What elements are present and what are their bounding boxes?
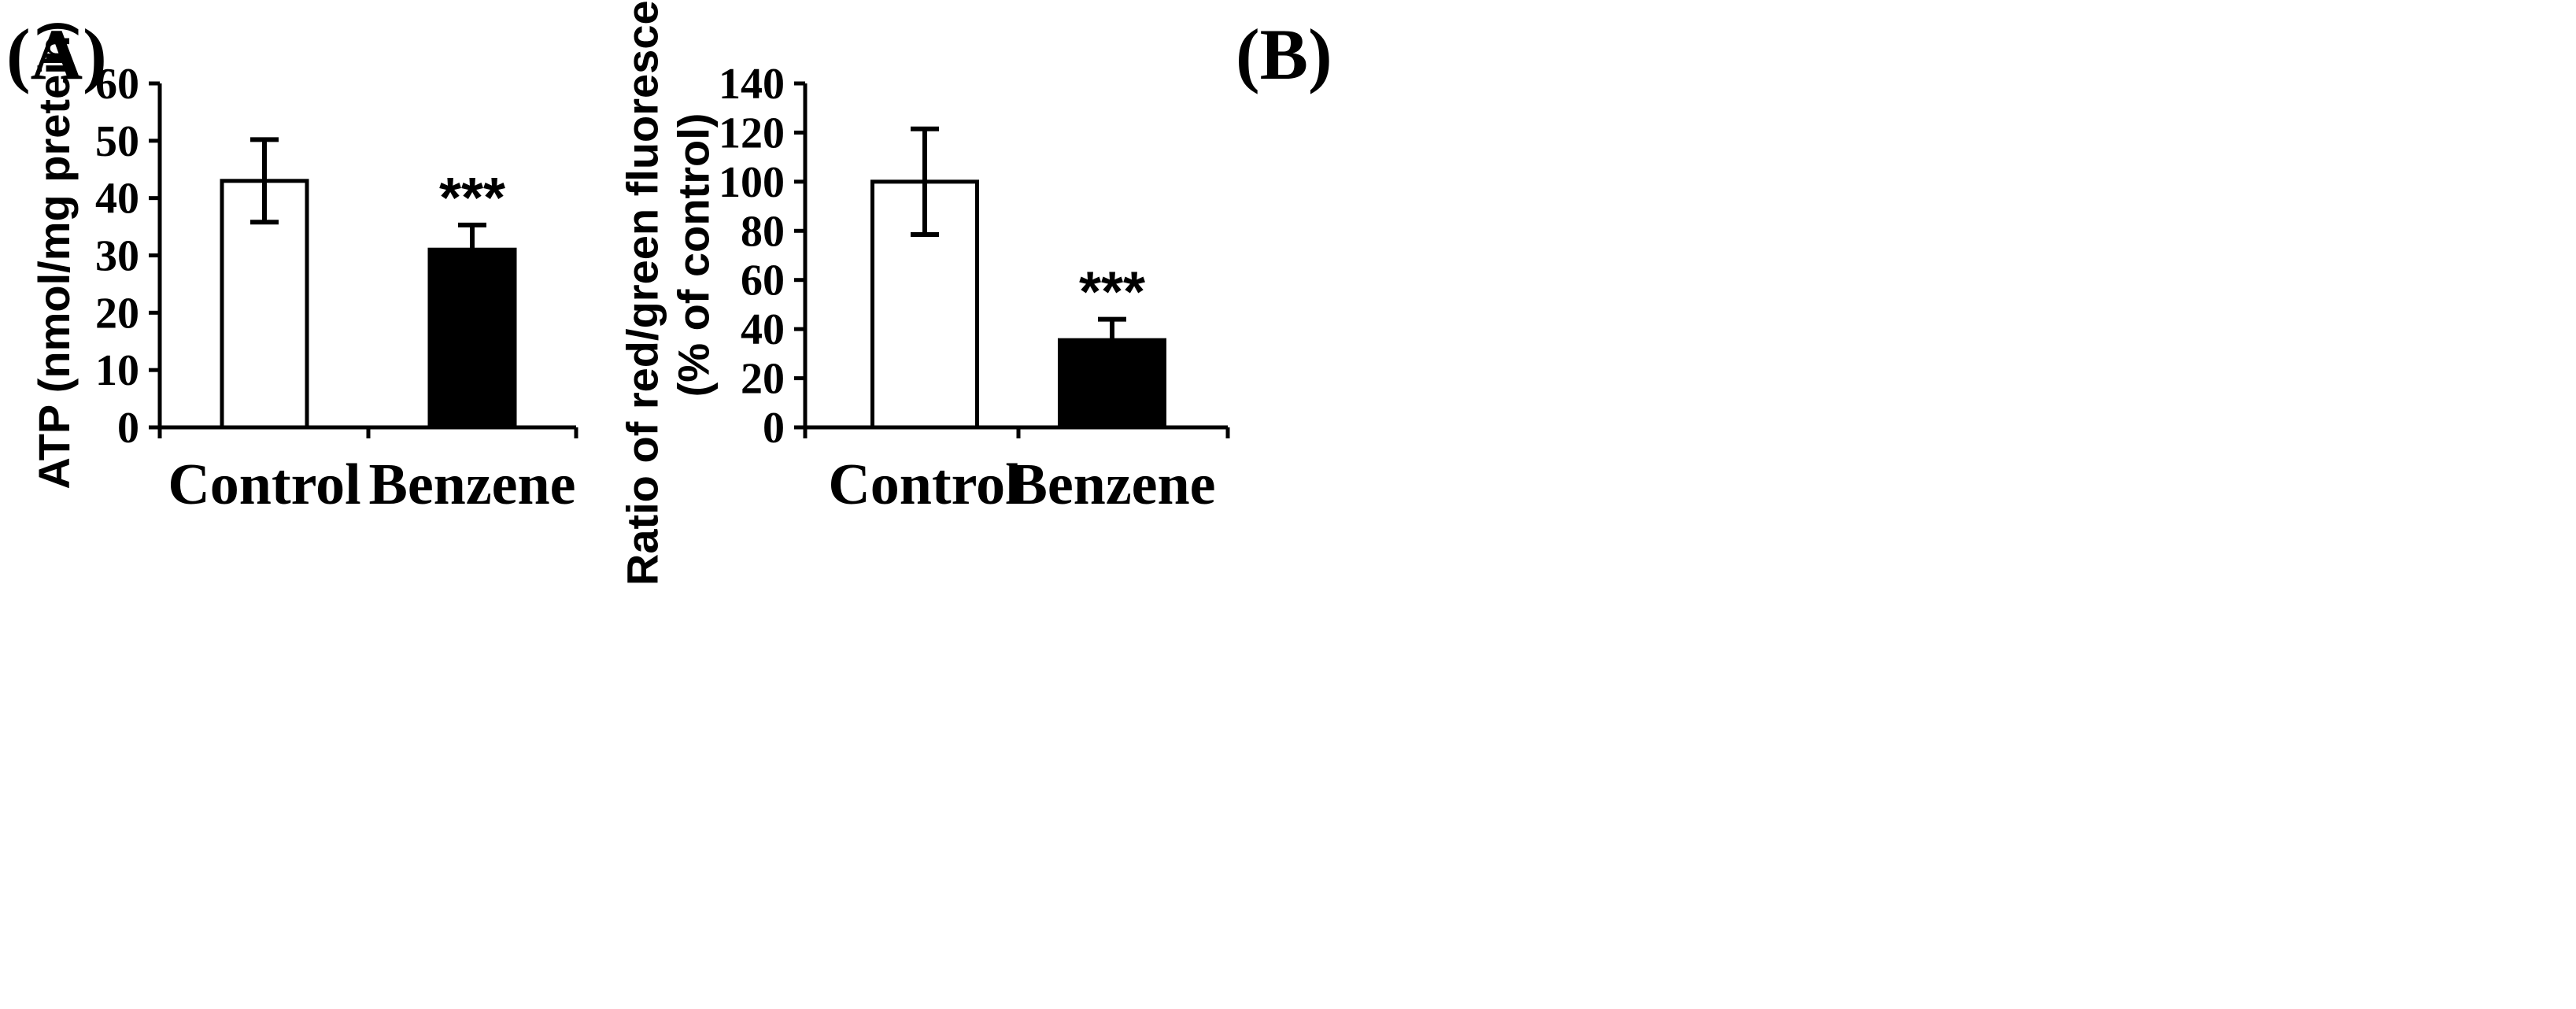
x-tick-label-benzene-a: Benzene <box>368 453 575 517</box>
significance-marker-a: *** <box>439 167 505 230</box>
y-tick-label-b: 60 <box>741 257 785 305</box>
y-tick-label-b: 0 <box>763 404 785 453</box>
y-tick-label-a: 40 <box>95 175 139 224</box>
y-tick-label-a: 0 <box>117 404 139 453</box>
y-tick-label-a: 60 <box>95 60 139 109</box>
chart-panel-a: (A) 0 10 20 30 40 50 60 Control *** Benzene ATP (n… <box>6 14 578 517</box>
y-tick-label-a: 30 <box>95 232 139 281</box>
x-tick-label-control-a: Control <box>168 453 360 517</box>
y-tick-label-a: 50 <box>95 117 139 166</box>
y-tick-label-b: 120 <box>719 109 785 157</box>
y-axis-title-b-line-2: (% of control) <box>669 113 719 397</box>
plot-area-a: 0 10 20 30 40 50 60 Control *** Benzene ATP (nmol/… <box>29 20 578 517</box>
y-tick-label-b: 80 <box>741 207 785 256</box>
x-tick-label-benzene-b: Benzene <box>1008 453 1215 517</box>
panel-label-b: (B) <box>1236 14 1332 94</box>
y-tick-label-b: 40 <box>741 305 785 354</box>
y-axis-title-b-line-1: Ratio of red/green fluorescence <box>618 0 667 586</box>
y-tick-label-a: 10 <box>95 346 139 395</box>
panel-label-a: (A) <box>6 14 107 94</box>
y-axis-title-a: ATP (nmol/mg pretein) <box>29 20 79 489</box>
y-tick-label-b: 140 <box>719 60 785 109</box>
y-tick-label-a: 20 <box>95 289 139 338</box>
y-tick-label-b: 20 <box>741 355 785 404</box>
significance-marker-b: *** <box>1079 261 1145 324</box>
y-tick-label-b: 100 <box>719 158 785 207</box>
x-tick-label-control-b: Control <box>828 453 1021 517</box>
